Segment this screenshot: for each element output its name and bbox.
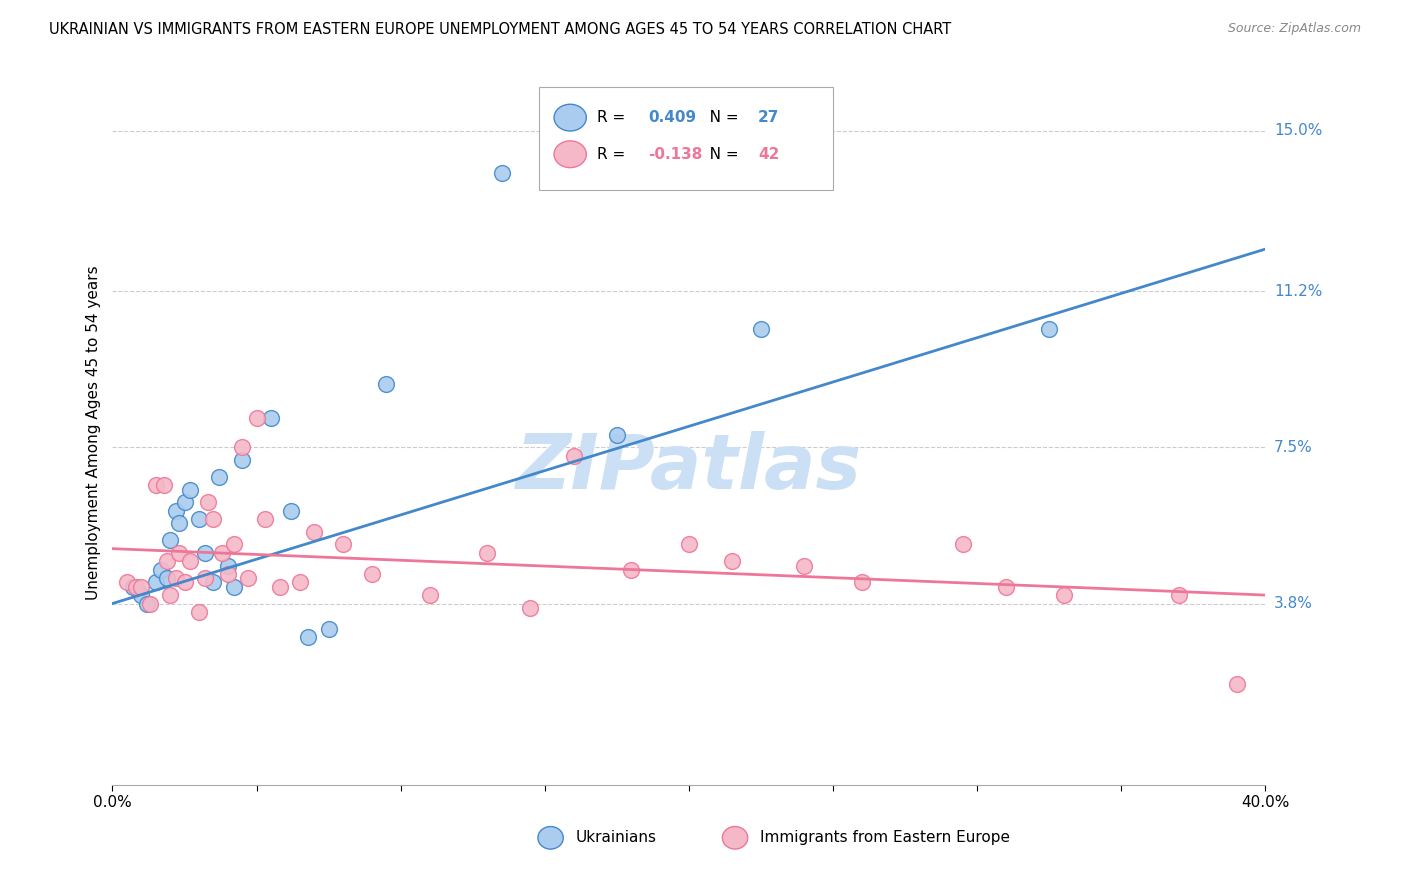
Point [620,563,643,577]
Text: Source: ZipAtlas.com: Source: ZipAtlas.com [1227,22,1361,36]
Text: Immigrants from Eastern Europe: Immigrants from Eastern Europe [761,830,1011,846]
Point [297,630,319,644]
Point [519,600,541,615]
Point [304,524,326,539]
Point [136,597,159,611]
Ellipse shape [723,827,748,849]
Point [179,483,201,497]
Text: N =: N = [695,147,744,161]
Point [167,516,190,531]
Point [156,554,179,568]
Point [222,580,245,594]
Point [280,504,302,518]
Point [231,441,253,455]
Point [952,537,974,551]
Point [167,546,190,560]
Point [197,495,219,509]
Text: 7.5%: 7.5% [1274,440,1313,455]
Ellipse shape [554,104,586,131]
Ellipse shape [538,827,564,849]
Point [375,377,398,392]
Text: R =: R = [596,110,630,125]
Text: 27: 27 [758,110,779,125]
Text: 15.0%: 15.0% [1274,123,1323,138]
Y-axis label: Unemployment Among Ages 45 to 54 years: Unemployment Among Ages 45 to 54 years [86,265,101,600]
Point [475,546,499,560]
Text: 3.8%: 3.8% [1274,596,1313,611]
Point [419,588,441,602]
Point [194,571,217,585]
Point [254,512,277,526]
Text: UKRAINIAN VS IMMIGRANTS FROM EASTERN EUROPE UNEMPLOYMENT AMONG AGES 45 TO 54 YEA: UKRAINIAN VS IMMIGRANTS FROM EASTERN EUR… [49,22,952,37]
Ellipse shape [554,141,586,168]
Point [121,580,143,594]
Point [145,478,167,492]
Text: -0.138: -0.138 [648,147,703,161]
Point [208,470,231,484]
Point [139,597,162,611]
Text: 11.2%: 11.2% [1274,284,1323,299]
Point [156,571,179,585]
Point [1167,588,1189,602]
Point [173,575,195,590]
Point [211,546,233,560]
Point [145,575,167,590]
Text: Ukrainians: Ukrainians [576,830,657,846]
Point [165,571,187,585]
Point [129,580,153,594]
Point [202,575,225,590]
Point [153,478,176,492]
Point [194,546,217,560]
Point [749,322,772,336]
Point [332,537,354,551]
Point [995,580,1018,594]
Point [159,533,181,548]
Point [260,410,283,425]
Point [1226,676,1249,690]
Text: 0.409: 0.409 [648,110,697,125]
Point [1038,322,1060,336]
Point [165,504,187,518]
FancyBboxPatch shape [538,87,832,189]
Point [606,427,628,442]
Point [159,588,181,602]
Point [217,558,239,573]
Text: ZIPatlas: ZIPatlas [516,431,862,505]
Text: N =: N = [695,110,744,125]
Point [793,558,815,573]
Point [288,575,311,590]
Point [202,512,225,526]
Point [1053,588,1076,602]
Point [173,495,195,509]
Point [721,554,744,568]
Point [188,605,211,619]
Point [269,580,291,594]
Point [222,537,245,551]
Text: 42: 42 [758,147,779,161]
Point [179,554,201,568]
Point [150,563,173,577]
Point [678,537,700,551]
Point [124,580,146,594]
Point [318,622,340,636]
Point [217,566,239,581]
Point [129,588,153,602]
Point [562,449,585,463]
Point [236,571,259,585]
Point [491,166,513,180]
Point [360,566,382,581]
Text: R =: R = [596,147,630,161]
Point [115,575,138,590]
Point [188,512,211,526]
Point [851,575,873,590]
Point [246,410,269,425]
Point [231,453,253,467]
